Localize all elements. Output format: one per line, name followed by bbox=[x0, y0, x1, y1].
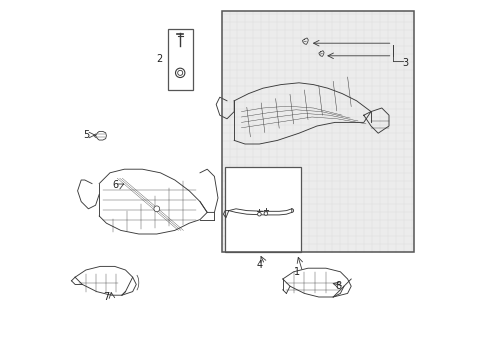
Text: 6: 6 bbox=[112, 180, 119, 190]
Text: 1: 1 bbox=[294, 267, 300, 277]
Circle shape bbox=[178, 70, 183, 75]
Text: 5: 5 bbox=[83, 130, 90, 140]
Bar bbox=[225, 167, 301, 252]
Bar bbox=[221, 11, 414, 252]
Text: 3: 3 bbox=[402, 58, 408, 68]
Circle shape bbox=[264, 212, 268, 215]
Circle shape bbox=[258, 212, 261, 216]
Bar bbox=[221, 11, 414, 252]
Text: 7: 7 bbox=[103, 292, 110, 302]
Text: 8: 8 bbox=[336, 281, 342, 291]
Circle shape bbox=[175, 68, 185, 77]
Text: 2: 2 bbox=[157, 54, 163, 64]
Circle shape bbox=[154, 206, 160, 212]
Text: 4: 4 bbox=[256, 260, 263, 270]
Bar bbox=[168, 29, 193, 90]
